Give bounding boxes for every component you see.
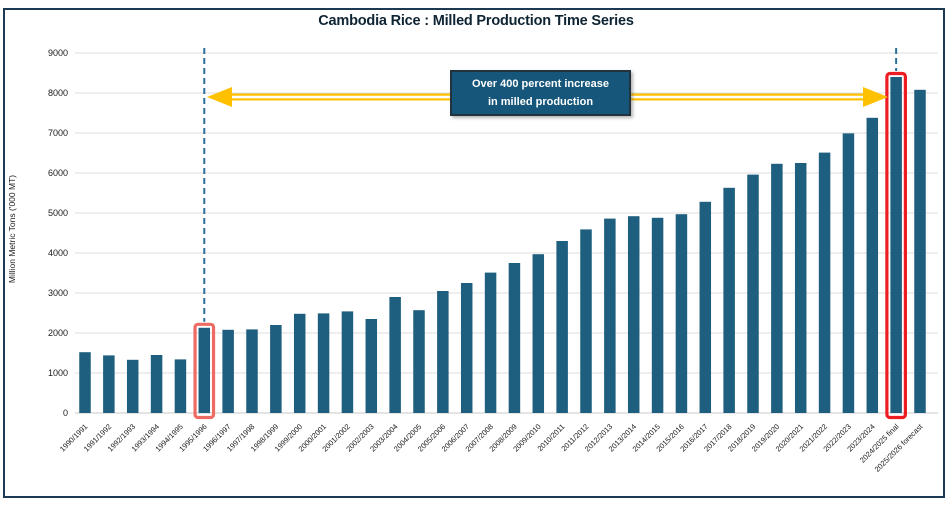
y-tick-label: 6000 (48, 168, 68, 178)
bar (222, 329, 234, 413)
bar (532, 254, 545, 413)
bar (842, 133, 855, 413)
bar (818, 152, 831, 413)
y-tick-label: 2000 (48, 328, 68, 338)
bar (341, 311, 354, 413)
bar (627, 216, 640, 413)
bar (484, 272, 497, 413)
bar (771, 163, 783, 413)
bar (293, 313, 306, 413)
bar (126, 359, 139, 413)
y-tick-label: 3000 (48, 288, 68, 298)
bar (580, 229, 592, 413)
y-tick-label: 5000 (48, 208, 68, 218)
callout-line-2: in milled production (487, 96, 594, 108)
bar (866, 117, 879, 414)
bar (174, 359, 187, 413)
bar (508, 263, 521, 413)
bar (437, 291, 449, 413)
y-tick-label: 0 (63, 408, 68, 418)
callout-box: Over 400 percent increase in milled prod… (450, 70, 631, 116)
bar (675, 214, 688, 413)
bar (317, 313, 330, 413)
arrow-head-left-icon (207, 87, 232, 107)
bar (914, 89, 926, 414)
bar (556, 241, 568, 413)
arrow-head-right-icon (863, 87, 888, 107)
y-tick-label: 4000 (48, 248, 68, 258)
bar (747, 174, 759, 413)
y-tick-label: 9000 (48, 48, 68, 58)
bar (413, 310, 425, 413)
bar (460, 283, 473, 413)
chart-title: Cambodia Rice : Milled Production Time S… (318, 13, 634, 29)
callout-line-1: Over 400 percent increase (472, 78, 609, 90)
bar (79, 352, 91, 413)
bar (794, 163, 807, 413)
bar (890, 77, 902, 413)
bar (651, 217, 664, 413)
bar (198, 327, 211, 413)
bar (604, 218, 616, 413)
bar (365, 319, 378, 413)
bar (723, 187, 735, 413)
bar (150, 355, 163, 413)
bar (246, 329, 258, 413)
highlight-outline (885, 71, 907, 420)
bar (699, 201, 712, 413)
y-tick-label: 7000 (48, 128, 68, 138)
highlight-outline (193, 322, 216, 420)
bar (103, 355, 115, 413)
y-tick-label: 8000 (48, 88, 68, 98)
bar (389, 297, 401, 413)
y-tick-label: 1000 (48, 368, 68, 378)
bar (270, 325, 282, 413)
